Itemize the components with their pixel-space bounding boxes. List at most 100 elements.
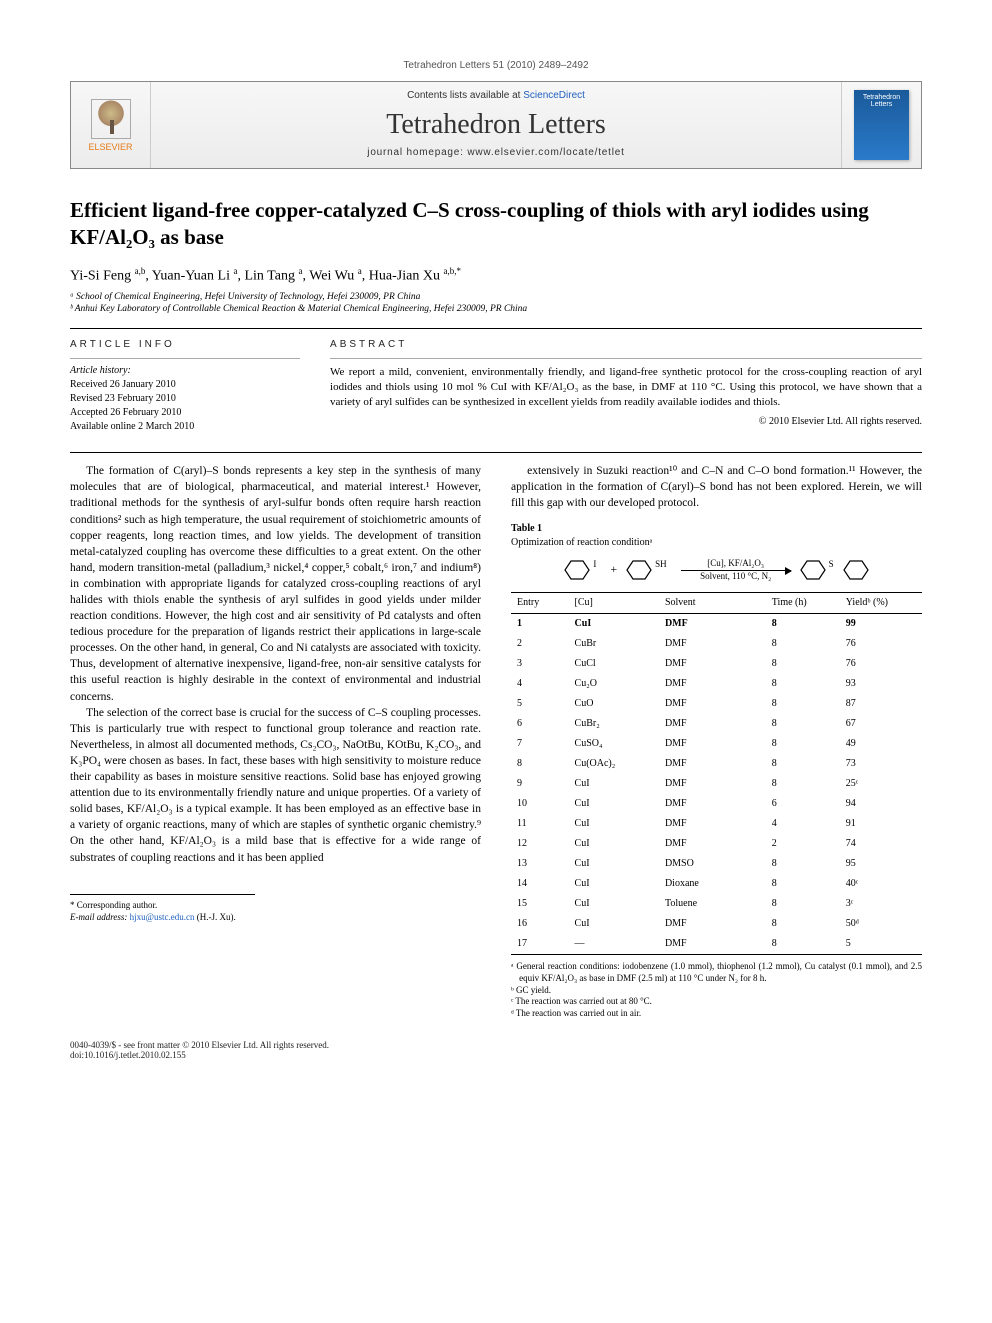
benzene-ring-icon: [842, 558, 870, 582]
cover-thumb-box: Tetrahedron Letters: [841, 82, 921, 168]
journal-banner: ELSEVIER Contents lists available at Sci…: [70, 81, 922, 169]
table-cell: 17: [511, 934, 569, 955]
table-cell: 8: [766, 774, 840, 794]
history-line: Available online 2 March 2010: [70, 420, 300, 434]
table-cell: 76: [840, 654, 922, 674]
table-cell: Cu₂O: [569, 674, 659, 694]
arrow-bottom-label: Solvent, 110 °C, N₂: [681, 571, 791, 582]
table-cell: Toluene: [659, 894, 766, 914]
homepage-prefix: journal homepage:: [367, 147, 467, 158]
table-cell: CuCl: [569, 654, 659, 674]
table-cell: DMF: [659, 634, 766, 654]
history-label: Article history:: [70, 365, 300, 376]
corr-email-link[interactable]: hjxu@ustc.edu.cn: [130, 912, 195, 922]
table-cell: CuI: [569, 874, 659, 894]
table-cell: DMF: [659, 794, 766, 814]
table-cell: CuI: [569, 814, 659, 834]
table-cell: 12: [511, 834, 569, 854]
table-cell: 8: [766, 614, 840, 635]
table-cell: DMF: [659, 674, 766, 694]
table-row: 4Cu₂ODMF893: [511, 674, 922, 694]
table-row: 12CuIDMF274: [511, 834, 922, 854]
body-paragraph: extensively in Suzuki reaction¹⁰ and C–N…: [511, 463, 922, 511]
table-row: 3CuClDMF876: [511, 654, 922, 674]
affiliation: ᵃ School of Chemical Engineering, Hefei …: [70, 292, 922, 302]
table-cell: 8: [766, 934, 840, 955]
table-cell: 40ᶜ: [840, 874, 922, 894]
table-row: 6CuBr₂DMF867: [511, 714, 922, 734]
history-line: Accepted 26 February 2010: [70, 406, 300, 420]
substituent-label: SH: [655, 558, 667, 571]
table-cell: 16: [511, 914, 569, 934]
table-header-cell: [Cu]: [569, 593, 659, 614]
benzene-ring-icon: [799, 558, 827, 582]
table-cell: 50ᵈ: [840, 914, 922, 934]
table-row: 13CuIDMSO895: [511, 854, 922, 874]
table-cell: 93: [840, 674, 922, 694]
divider: [70, 328, 922, 329]
table-row: 8Cu(OAc)₂DMF873: [511, 754, 922, 774]
benzene-ring-icon: [625, 558, 653, 582]
reaction-scheme: I + SH [Cu], KF/Al₂O₃ Solvent, 110 °C, N…: [511, 558, 922, 583]
table-cell: DMF: [659, 714, 766, 734]
table-cell: DMF: [659, 834, 766, 854]
table-cell: 10: [511, 794, 569, 814]
abstract-head: ABSTRACT: [330, 339, 922, 350]
table-cell: 8: [766, 754, 840, 774]
table-cell: 74: [840, 834, 922, 854]
table-cell: 2: [511, 634, 569, 654]
optimization-table: Entry[Cu]SolventTime (h)Yieldᵇ (%) 1CuID…: [511, 592, 922, 955]
divider: [330, 358, 922, 359]
table-cell: 8: [766, 654, 840, 674]
table-cell: CuI: [569, 774, 659, 794]
table-cell: 9: [511, 774, 569, 794]
article-title: Efficient ligand-free copper-catalyzed C…: [70, 197, 922, 252]
table-cell: 13: [511, 854, 569, 874]
email-suffix: (H.-J. Xu).: [194, 912, 235, 922]
history-line: Received 26 January 2010: [70, 378, 300, 392]
publisher-name: ELSEVIER: [88, 142, 132, 152]
publisher-logo-box: ELSEVIER: [71, 82, 151, 168]
table-cell: CuBr₂: [569, 714, 659, 734]
table-cell: 8: [766, 854, 840, 874]
running-header: Tetrahedron Letters 51 (2010) 2489–2492: [70, 60, 922, 71]
table-cell: 8: [511, 754, 569, 774]
table-cell: DMF: [659, 654, 766, 674]
table-cell: 95: [840, 854, 922, 874]
table-row: 14CuIDioxane840ᶜ: [511, 874, 922, 894]
banner-center: Contents lists available at ScienceDirec…: [151, 82, 841, 168]
table-cell: 8: [766, 914, 840, 934]
table-cell: CuI: [569, 894, 659, 914]
table-cell: 8: [766, 714, 840, 734]
table-cell: 6: [511, 714, 569, 734]
page-footer: 0040-4039/$ - see front matter © 2010 El…: [70, 1040, 922, 1060]
history-line: Revised 23 February 2010: [70, 392, 300, 406]
table-cell: 94: [840, 794, 922, 814]
sciencedirect-link[interactable]: ScienceDirect: [523, 90, 585, 101]
contents-prefix: Contents lists available at: [407, 90, 523, 101]
footer-line: doi:10.1016/j.tetlet.2010.02.155: [70, 1050, 922, 1060]
abstract-block: ABSTRACT We report a mild, convenient, e…: [330, 339, 922, 434]
table-header-cell: Solvent: [659, 593, 766, 614]
table-cell: CuSO₄: [569, 734, 659, 754]
table-cell: 87: [840, 694, 922, 714]
abstract-text: We report a mild, convenient, environmen…: [330, 365, 922, 410]
substituent-label: I: [593, 558, 596, 571]
elsevier-tree-icon: [91, 99, 131, 139]
divider: [70, 452, 922, 453]
body-columns: The formation of C(aryl)–S bonds represe…: [70, 463, 922, 1019]
table-cell: CuI: [569, 834, 659, 854]
table-header-row: Entry[Cu]SolventTime (h)Yieldᵇ (%): [511, 593, 922, 614]
table-cell: 3ᶜ: [840, 894, 922, 914]
table-cell: 8: [766, 874, 840, 894]
table-cell: 1: [511, 614, 569, 635]
table-cell: 8: [766, 734, 840, 754]
table-cell: DMF: [659, 814, 766, 834]
affiliations: ᵃ School of Chemical Engineering, Hefei …: [70, 292, 922, 314]
homepage-url: www.elsevier.com/locate/tetlet: [467, 147, 624, 158]
table-cell: CuI: [569, 614, 659, 635]
table-row: 2CuBrDMF876: [511, 634, 922, 654]
table-cell: DMF: [659, 754, 766, 774]
plus-sign: +: [610, 561, 617, 578]
table-cell: 5: [840, 934, 922, 955]
